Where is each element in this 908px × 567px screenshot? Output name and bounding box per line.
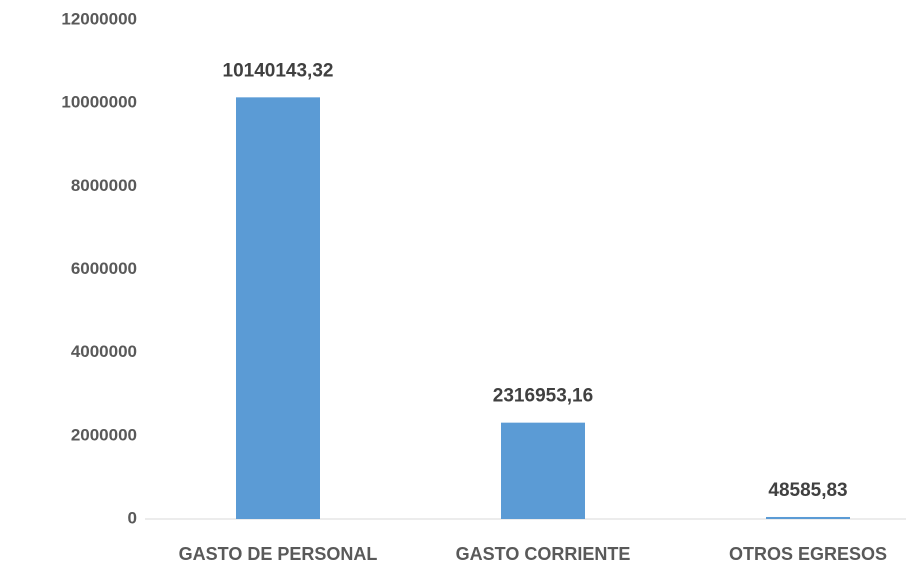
bar bbox=[766, 516, 850, 519]
x-tick-label: GASTO DE PERSONAL bbox=[179, 544, 378, 564]
bar bbox=[501, 422, 585, 519]
data-label: 2316953,16 bbox=[493, 386, 593, 407]
y-tick-label: 10000000 bbox=[61, 93, 137, 112]
data-label: 10140143,32 bbox=[223, 60, 334, 81]
x-tick-label: GASTO CORRIENTE bbox=[456, 544, 631, 564]
bar bbox=[236, 97, 320, 519]
y-tick-label: 6000000 bbox=[71, 259, 137, 278]
y-tick-label: 8000000 bbox=[71, 176, 137, 195]
data-label: 48585,83 bbox=[768, 480, 847, 501]
y-tick-label: 0 bbox=[128, 508, 137, 527]
x-tick-label: OTROS EGRESOS bbox=[729, 544, 887, 564]
y-tick-label: 2000000 bbox=[71, 425, 137, 444]
y-tick-label: 12000000 bbox=[61, 9, 137, 28]
y-tick-label: 4000000 bbox=[71, 342, 137, 361]
